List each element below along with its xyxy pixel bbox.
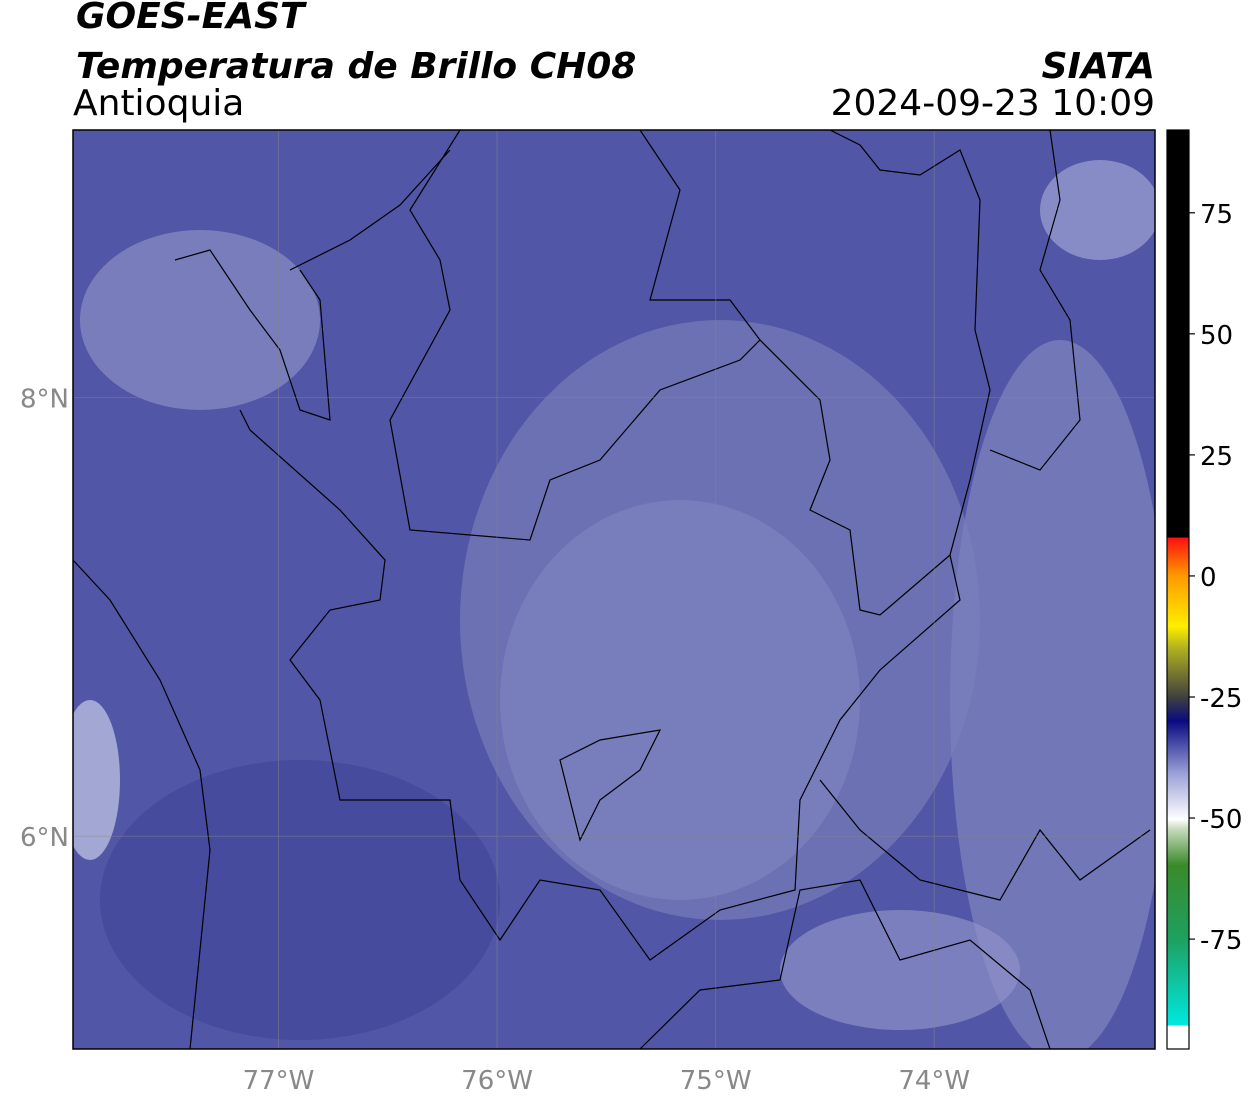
map-field <box>73 130 1155 1049</box>
title: GOES-EAST <box>76 0 307 37</box>
colorbar-tick-label: 50 <box>1200 321 1233 351</box>
datetime: 2024-09-23 10:09 <box>831 83 1155 124</box>
map-frame <box>72 129 1156 1050</box>
x-tick-label: 74°W <box>898 1066 970 1096</box>
graticule <box>73 130 1155 1049</box>
colorbar <box>1166 129 1190 1050</box>
colorbar-tick-label: -75 <box>1200 926 1242 956</box>
colorbar-tick-label: -50 <box>1200 805 1242 835</box>
x-tick-label: 76°W <box>461 1066 533 1096</box>
x-tick-label: 75°W <box>680 1066 752 1096</box>
colorbar-tick-label: 0 <box>1200 563 1217 593</box>
region: Antioquia <box>73 83 244 124</box>
y-tick-label: 6°N <box>20 823 69 853</box>
y-tick-label: 8°N <box>20 385 69 415</box>
source: SIATA <box>1042 46 1155 87</box>
colorbar-tick-label: 25 <box>1200 442 1233 472</box>
colorbar-tick-label: 75 <box>1200 200 1233 230</box>
colorbar-tick-label: -25 <box>1200 684 1242 714</box>
subtitle: Temperatura de Brillo CH08 <box>76 46 636 87</box>
x-tick-label: 77°W <box>243 1066 315 1096</box>
